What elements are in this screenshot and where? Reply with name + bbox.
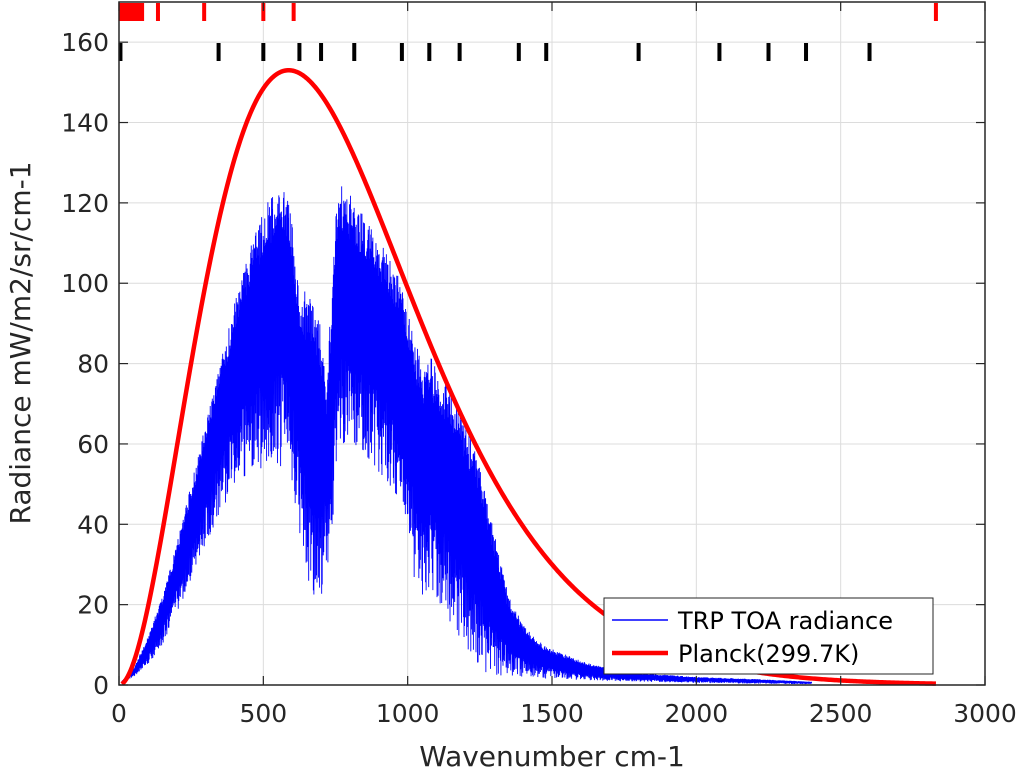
x-tick-label: 500 — [239, 699, 287, 728]
y-tick-label: 140 — [61, 109, 109, 138]
y-tick-label: 40 — [77, 510, 109, 539]
y-tick-label: 20 — [77, 591, 109, 620]
y-axis-label: Radiance mW/m2/sr/cm-1 — [4, 161, 37, 524]
x-tick-label: 3000 — [953, 699, 1017, 728]
rug-marks — [118, 3, 938, 61]
series-planck — [120, 68, 937, 686]
legend-label-planck: Planck(299.7K) — [678, 640, 859, 668]
x-tick-label: 1000 — [376, 699, 440, 728]
y-axis: 0 20 40 60 80 100 120 140 160 — [61, 28, 985, 700]
legend-label-trp-toa-radiance: TRP TOA radiance — [677, 607, 893, 635]
x-tick-label: 2000 — [665, 699, 729, 728]
x-tick-label: 0 — [111, 699, 127, 728]
x-axis-label: Wavenumber cm-1 — [419, 740, 685, 773]
legend: TRP TOA radiance Planck(299.7K) — [603, 597, 934, 675]
y-tick-label: 80 — [77, 350, 109, 379]
y-tick-label: 160 — [61, 28, 109, 57]
planck-line — [120, 68, 937, 686]
y-tick-label: 60 — [77, 430, 109, 459]
x-tick-label: 1500 — [520, 699, 584, 728]
x-tick-label: 2500 — [809, 699, 873, 728]
x-axis: 0 500 1000 1500 2000 2500 3000 — [111, 2, 1017, 728]
legend-box — [603, 597, 934, 675]
y-tick-label: 100 — [61, 269, 109, 298]
y-tick-label: 0 — [93, 671, 109, 700]
y-tick-label: 120 — [61, 189, 109, 218]
